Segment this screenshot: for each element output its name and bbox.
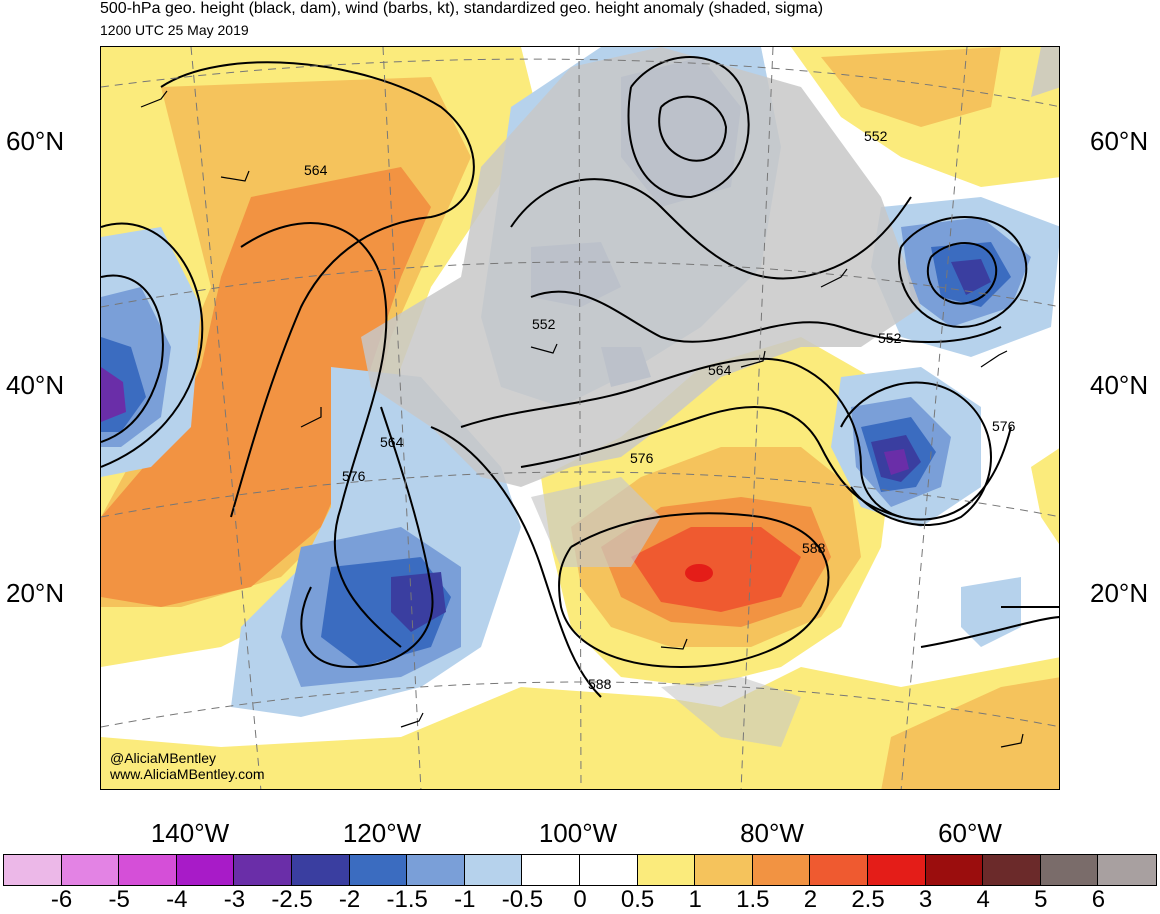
colorbar-swatch — [867, 855, 926, 885]
map-title: 500-hPa geo. height (black, dam), wind (… — [100, 0, 824, 17]
colorbar-swatch — [925, 855, 984, 885]
colorbar-tick-label: 5 — [1034, 886, 1048, 913]
colorbar — [3, 854, 1157, 886]
wind-barbs — [140, 90, 1024, 748]
colorbar-tick-label: 0.5 — [620, 886, 655, 913]
colorbar-tick-label: 2.5 — [851, 886, 885, 913]
colorbar-tick-label: 6 — [1091, 886, 1106, 913]
lat-label-40n-right: 40°N — [1090, 370, 1149, 400]
contour-label: 552 — [532, 316, 556, 332]
credit-website: www.AliciaMBentley.com — [110, 766, 265, 782]
colorbar-swatch — [464, 855, 523, 885]
colorbar-tick-label: -2 — [338, 886, 361, 913]
colorbar-tick-label: -3 — [223, 886, 246, 913]
colorbar-tick-label: -1.5 — [386, 886, 428, 913]
lat-label-60n-right: 60°N — [1090, 126, 1149, 156]
contour-label: 576 — [630, 450, 654, 466]
colorbar-swatch — [752, 855, 811, 885]
contour-label: 576 — [342, 468, 366, 484]
lat-label-20n-right: 20°N — [1090, 578, 1149, 608]
colorbar-swatch — [176, 855, 235, 885]
map-canvas — [101, 47, 1059, 789]
map-subtitle: 1200 UTC 25 May 2019 — [100, 22, 249, 38]
lon-label-100w: 100°W — [538, 818, 618, 848]
colorbar-tick-label: 1 — [688, 886, 702, 913]
colorbar-tick-label: 0 — [573, 886, 587, 913]
colorbar-swatch — [695, 855, 753, 885]
colorbar-tick-label: 4 — [976, 886, 990, 913]
contour-label: 564 — [708, 362, 732, 378]
lon-label-140w: 140°W — [150, 818, 230, 848]
contour-label: 552 — [864, 128, 888, 144]
colorbar-swatch — [522, 855, 580, 885]
graticule — [101, 47, 1059, 789]
colorbar-swatch — [291, 855, 350, 885]
lat-label-60n-left: 60°N — [6, 126, 65, 156]
colorbar-tick-label: -4 — [166, 886, 188, 913]
lat-label-40n-left: 40°N — [6, 370, 65, 400]
contour-label: 564 — [380, 434, 404, 450]
contour-label: 552 — [878, 330, 902, 346]
lat-label-20n-left: 20°N — [6, 578, 65, 608]
colorbar-swatch — [637, 855, 696, 885]
credit-handle: @AliciaMBentley — [110, 750, 217, 766]
colorbar-tick-label: -2.5 — [271, 886, 313, 913]
colorbar-swatch — [349, 855, 408, 885]
colorbar-tick-label: 1.5 — [736, 886, 770, 913]
colorbar-swatch — [407, 855, 465, 885]
weather-map — [100, 46, 1060, 790]
colorbar-swatch — [983, 855, 1041, 885]
colorbar-swatch — [61, 855, 120, 885]
colorbar-swatch — [234, 855, 292, 885]
contour-label: 576 — [992, 418, 1016, 434]
colorbar-tick-label: 2 — [803, 886, 818, 913]
land-mask — [361, 47, 1059, 747]
colorbar-tick-label: -6 — [50, 886, 73, 913]
contour-label: 564 — [304, 162, 328, 178]
height-contours — [101, 56, 1059, 698]
colorbar-tick-label: -1 — [454, 886, 476, 913]
colorbar-swatch — [1040, 855, 1099, 885]
colorbar-swatch — [1098, 855, 1156, 885]
colorbar-swatch — [810, 855, 868, 885]
colorbar-swatch — [579, 855, 638, 885]
contour-label: 588 — [588, 676, 612, 692]
lon-label-60w: 60°W — [938, 818, 1002, 848]
colorbar-tick-label: -0.5 — [501, 886, 544, 913]
lon-label-120w: 120°W — [342, 818, 422, 848]
contour-label: 588 — [802, 540, 826, 556]
colorbar-tick-label: 3 — [918, 886, 933, 913]
lon-label-80w: 80°W — [740, 818, 804, 848]
colorbar-swatch — [119, 855, 177, 885]
colorbar-swatch — [4, 855, 62, 885]
colorbar-tick-label: -5 — [108, 886, 130, 913]
